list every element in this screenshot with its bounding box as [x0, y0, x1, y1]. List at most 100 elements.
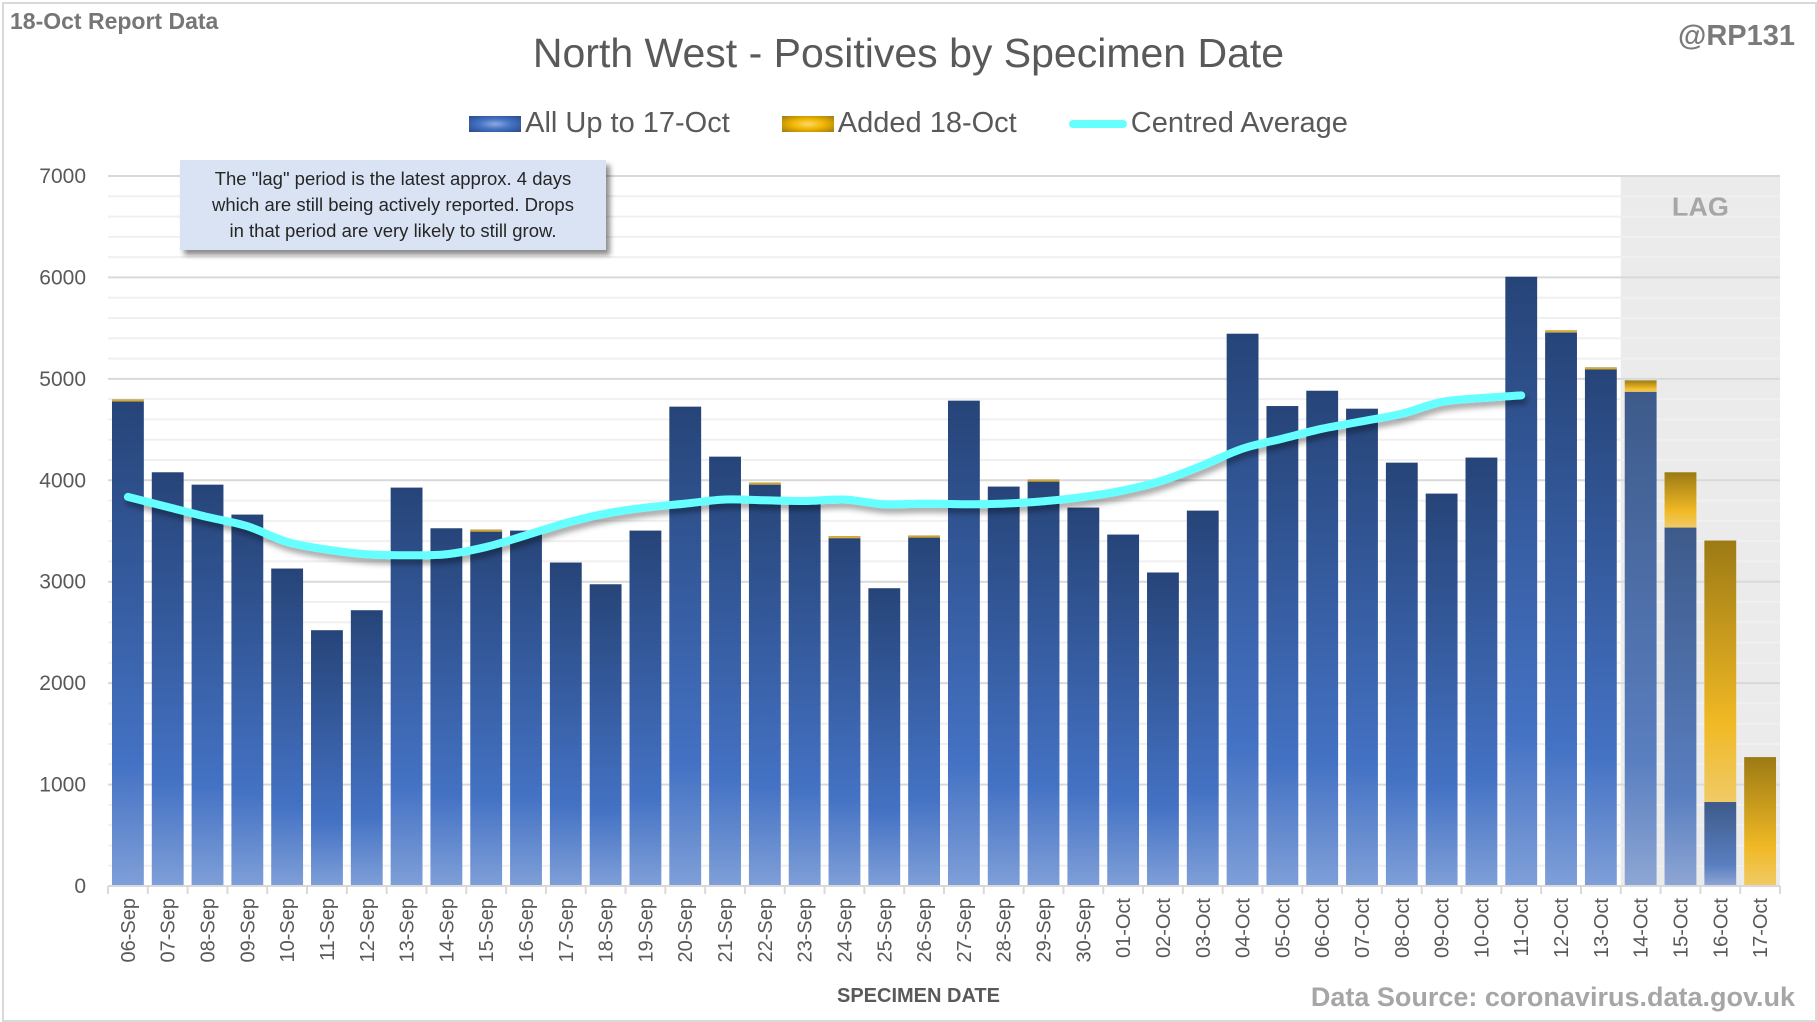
bar-all-up-to: [1545, 332, 1577, 887]
x-tick-label: 14-Oct: [1631, 898, 1653, 958]
x-tick-label: 07-Oct: [1352, 898, 1374, 958]
bar-added: [908, 535, 941, 538]
report-date-label: 18-Oct Report Data: [10, 8, 219, 34]
x-axis-title: SPECIMEN DATE: [837, 985, 1000, 1007]
x-tick-label: 29-Sep: [1034, 898, 1056, 963]
bar-all-up-to: [350, 610, 383, 886]
x-tick-label: 07-Sep: [158, 898, 180, 963]
bar-all-up-to: [1027, 480, 1060, 886]
bar-all-up-to: [987, 486, 1020, 886]
y-tick-label: 3000: [39, 571, 86, 594]
x-tick-label: 02-Oct: [1153, 898, 1175, 958]
x-tick-label: 06-Oct: [1312, 898, 1334, 958]
x-tick-label: 15-Oct: [1670, 898, 1692, 958]
bar-all-up-to: [828, 537, 861, 886]
gold-bar-swatch-icon: [781, 115, 834, 132]
bar-all-up-to: [390, 487, 423, 886]
x-tick-label: 20-Sep: [675, 898, 697, 963]
bar-all-up-to: [1385, 462, 1418, 886]
bar-added: [1545, 330, 1577, 333]
x-tick-label: 17-Oct: [1750, 898, 1772, 958]
bar-added: [1744, 757, 1777, 886]
bar-added: [111, 399, 144, 402]
legend-item-all-up-to: All Up to 17-Oct: [469, 107, 730, 140]
x-tick-label: 15-Sep: [476, 898, 498, 963]
bar-all-up-to: [1186, 510, 1219, 886]
bar-all-up-to: [709, 456, 741, 886]
bar-all-up-to: [1266, 406, 1299, 886]
lag-explanation-note: The "lag" period is the latest approx. 4…: [180, 160, 606, 250]
legend: All Up to 17-Oct Added 18-Oct Centred Av…: [0, 107, 1817, 140]
bar-all-up-to: [311, 630, 343, 886]
chart-title: North West - Positives by Specimen Date: [532, 30, 1285, 76]
x-tick-label: 13-Oct: [1591, 898, 1613, 958]
bar-all-up-to: [788, 503, 821, 886]
x-tick-label: 13-Sep: [397, 898, 419, 963]
cyan-line-swatch-icon: [1068, 119, 1127, 128]
x-tick-label: 16-Sep: [516, 898, 538, 963]
x-tick-label: 14-Sep: [436, 898, 458, 963]
x-tick-label: 06-Sep: [118, 898, 140, 963]
x-tick-label: 24-Sep: [834, 898, 856, 963]
bar-all-up-to: [470, 531, 503, 886]
note-line: The "lag" period is the latest approx. 4…: [214, 168, 572, 189]
data-source: Data Source: coronavirus.data.gov.uk: [1310, 982, 1795, 1012]
bar-all-up-to: [1624, 391, 1657, 886]
bar-added: [748, 482, 781, 485]
x-tick-label: 08-Sep: [198, 898, 220, 963]
bar-added: [1584, 367, 1617, 370]
bar-all-up-to: [1067, 507, 1100, 886]
bar-added: [1704, 540, 1737, 803]
bar-all-up-to: [1346, 408, 1378, 886]
bar-all-up-to: [1505, 276, 1538, 886]
y-tick-label: 7000: [39, 165, 86, 188]
note-line: in that period are very likely to still …: [229, 220, 557, 241]
bar-all-up-to: [271, 568, 304, 886]
y-tick-label: 6000: [39, 266, 86, 289]
bar-all-up-to: [1664, 527, 1697, 886]
y-tick-label: 5000: [39, 368, 86, 391]
x-tick-label: 10-Sep: [277, 898, 299, 963]
bar-all-up-to: [1147, 572, 1179, 886]
x-tick-label: 09-Oct: [1432, 898, 1454, 958]
blue-bar-swatch-icon: [469, 115, 522, 132]
x-tick-label: 26-Sep: [914, 898, 936, 963]
x-tick-label: 22-Sep: [755, 898, 777, 963]
x-tick-label: 30-Sep: [1073, 898, 1095, 963]
legend-label: Centred Average: [1130, 107, 1348, 139]
x-tick-label: 11-Sep: [317, 898, 339, 961]
x-tick-label: 04-Oct: [1233, 898, 1255, 958]
bar-all-up-to: [1584, 368, 1617, 886]
legend-label: All Up to 17-Oct: [525, 107, 730, 139]
x-tick-label: 28-Sep: [994, 898, 1016, 963]
x-tick-label: 23-Sep: [795, 898, 817, 963]
x-tick-label: 12-Oct: [1551, 898, 1573, 958]
bar-all-up-to: [1226, 333, 1259, 886]
bar-added: [1624, 380, 1657, 392]
bar-added: [470, 529, 503, 532]
y-tick-label: 1000: [39, 774, 86, 797]
x-tick-label: 03-Oct: [1193, 898, 1215, 958]
bar-all-up-to: [191, 484, 224, 886]
bar-all-up-to: [629, 530, 662, 886]
bar-all-up-to: [1704, 802, 1737, 886]
x-tick-label: 17-Sep: [556, 898, 578, 963]
y-tick-label: 4000: [39, 469, 86, 492]
bar-all-up-to: [589, 584, 622, 886]
bar-added: [828, 536, 861, 539]
bar-all-up-to: [947, 400, 980, 886]
bar-all-up-to: [231, 514, 264, 886]
legend-label: Added 18-Oct: [837, 107, 1017, 139]
centred-average-line: [123, 391, 1526, 560]
bar-all-up-to: [510, 530, 542, 886]
x-tick-label: 19-Sep: [635, 898, 657, 963]
bar-all-up-to: [908, 536, 941, 886]
x-tick-label: 01-Oct: [1113, 898, 1135, 958]
x-tick-label: 25-Sep: [874, 898, 896, 963]
x-tick-label: 08-Oct: [1392, 898, 1414, 958]
note-line: which are still being actively reported.…: [212, 194, 574, 215]
x-tick-label: 05-Oct: [1272, 898, 1294, 958]
bar-all-up-to: [669, 406, 702, 886]
bar-all-up-to: [868, 588, 901, 886]
